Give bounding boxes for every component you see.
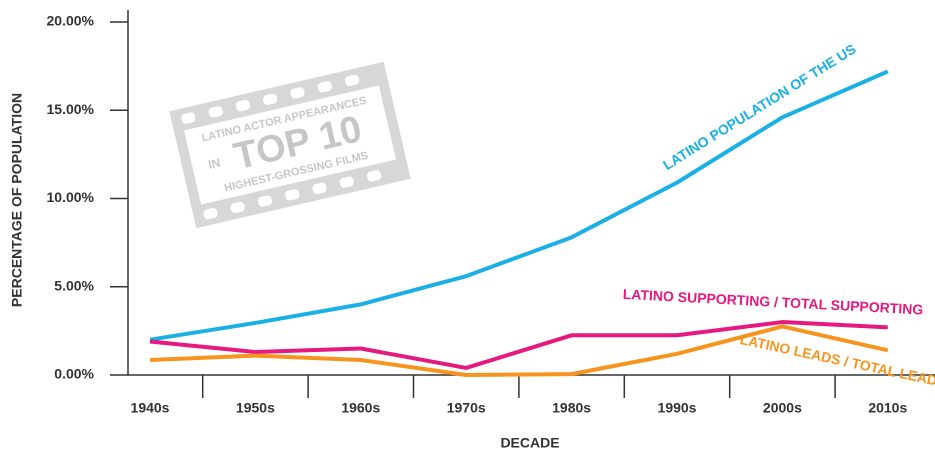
y-tick-label: 0.00%	[54, 366, 94, 382]
x-tick-label: 1970s	[447, 400, 486, 416]
x-tick-label: 1960s	[341, 400, 380, 416]
x-tick-label: 1950s	[236, 400, 275, 416]
x-tick-label: 1990s	[658, 400, 697, 416]
x-tick-label: 2000s	[763, 400, 802, 416]
x-axis-label: DECADE	[500, 435, 559, 451]
series-line	[149, 320, 888, 370]
stamp-line2: IN	[207, 156, 222, 172]
y-tick-label: 5.00%	[54, 277, 94, 293]
series-label: LATINO SUPPORTING / TOTAL SUPPORTING	[622, 286, 923, 318]
x-tick-label: 1980s	[552, 400, 591, 416]
series-line	[149, 69, 889, 342]
stamp: LATINO ACTOR APPEARANCES IN TOP 10 HIGHE…	[169, 61, 411, 229]
series-line	[149, 324, 889, 377]
series-label: LATINO POPULATION OF THE US	[660, 41, 859, 173]
stamp-holes	[181, 74, 396, 220]
y-tick-label: 10.00%	[47, 189, 95, 205]
y-axis-label: PERCENTAGE OF POPULATION	[9, 93, 25, 307]
y-tick-label: 15.00%	[47, 101, 95, 117]
x-tick-label: 1940s	[131, 400, 170, 416]
y-tick-label: 20.00%	[47, 13, 95, 29]
x-tick-label: 2010s	[868, 400, 907, 416]
